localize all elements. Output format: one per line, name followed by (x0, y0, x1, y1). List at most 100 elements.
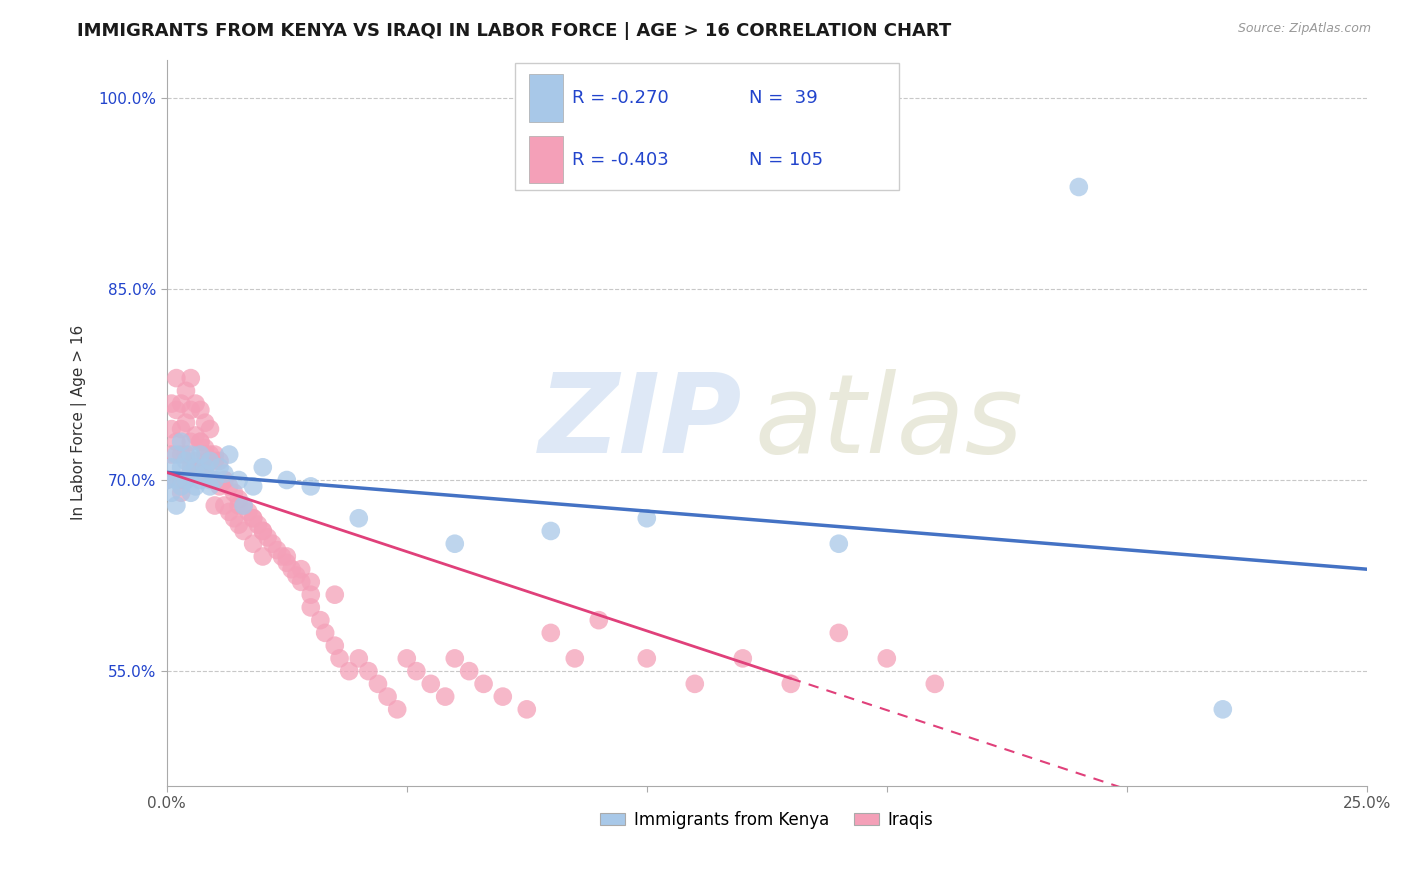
Point (170, 434, 193, 449)
Point (228, 517, 250, 532)
Point (271, 549, 294, 564)
Point (198, 422, 221, 436)
Point (214, 467, 236, 481)
Point (165, 473, 187, 487)
Point (357, 664, 380, 678)
Point (156, 473, 179, 487)
Point (405, 664, 427, 678)
Point (208, 460, 231, 475)
Point (329, 651, 352, 665)
Point (160, 460, 183, 475)
Point (208, 479, 231, 493)
Legend: Immigrants from Kenya, Iraqis: Immigrants from Kenya, Iraqis (593, 805, 939, 836)
Point (731, 651, 754, 665)
Point (190, 460, 212, 475)
Point (1212, 702, 1234, 716)
Point (262, 537, 284, 551)
Point (170, 473, 193, 487)
Point (204, 473, 226, 487)
Point (190, 434, 212, 449)
Point (214, 499, 236, 513)
Point (1067, 180, 1090, 194)
Point (242, 511, 264, 525)
Point (242, 511, 264, 525)
Point (588, 613, 610, 627)
Point (184, 479, 207, 493)
Point (367, 677, 389, 691)
Point (184, 454, 207, 468)
Text: IMMIGRANTS FROM KENYA VS IRAQI IN LABOR FORCE | AGE > 16 CORRELATION CHART: IMMIGRANTS FROM KENYA VS IRAQI IN LABOR … (77, 22, 952, 40)
Point (194, 441, 217, 455)
Point (160, 485, 183, 500)
Point (204, 454, 226, 468)
Point (174, 473, 197, 487)
Point (222, 485, 245, 500)
Point (683, 677, 706, 691)
Point (228, 473, 250, 487)
Point (828, 626, 851, 640)
Point (395, 651, 418, 665)
Point (180, 467, 202, 481)
Y-axis label: In Labor Force | Age > 16: In Labor Force | Age > 16 (72, 325, 87, 520)
Point (194, 448, 217, 462)
Point (299, 588, 322, 602)
Point (337, 664, 360, 678)
FancyBboxPatch shape (529, 136, 562, 184)
Point (299, 574, 322, 589)
Point (174, 473, 197, 487)
Point (218, 505, 240, 519)
Point (290, 562, 312, 576)
Point (165, 499, 187, 513)
Point (204, 499, 226, 513)
Point (180, 448, 202, 462)
Point (779, 677, 801, 691)
Point (194, 460, 217, 475)
Point (252, 524, 274, 538)
Point (204, 473, 226, 487)
Point (180, 485, 202, 500)
Point (377, 690, 399, 704)
Point (204, 448, 226, 462)
Point (170, 422, 193, 436)
Point (419, 677, 441, 691)
Point (242, 479, 264, 493)
Point (222, 511, 245, 525)
Point (347, 511, 370, 525)
Point (266, 543, 288, 558)
Point (160, 422, 183, 436)
Point (252, 549, 274, 564)
Point (190, 403, 212, 417)
Point (170, 479, 193, 493)
Point (256, 530, 278, 544)
Point (228, 499, 250, 513)
Point (218, 479, 240, 493)
Point (540, 626, 562, 640)
Point (252, 460, 274, 475)
Point (242, 537, 264, 551)
FancyBboxPatch shape (529, 75, 562, 121)
Point (165, 434, 187, 449)
Text: Source: ZipAtlas.com: Source: ZipAtlas.com (1237, 22, 1371, 36)
Point (443, 537, 465, 551)
Point (180, 460, 202, 475)
Point (190, 448, 212, 462)
Point (198, 454, 221, 468)
Point (198, 448, 221, 462)
Point (180, 371, 202, 385)
Point (309, 613, 332, 627)
Point (165, 448, 187, 462)
Point (156, 473, 179, 487)
Point (198, 479, 221, 493)
Text: R = -0.270: R = -0.270 (572, 89, 669, 107)
Point (184, 460, 207, 475)
Point (385, 702, 408, 716)
Point (190, 434, 212, 449)
Point (516, 702, 538, 716)
Point (299, 479, 322, 493)
Point (180, 403, 202, 417)
Text: N = 105: N = 105 (749, 151, 823, 169)
Point (180, 434, 202, 449)
Point (636, 651, 658, 665)
Point (299, 600, 322, 615)
Point (184, 460, 207, 475)
